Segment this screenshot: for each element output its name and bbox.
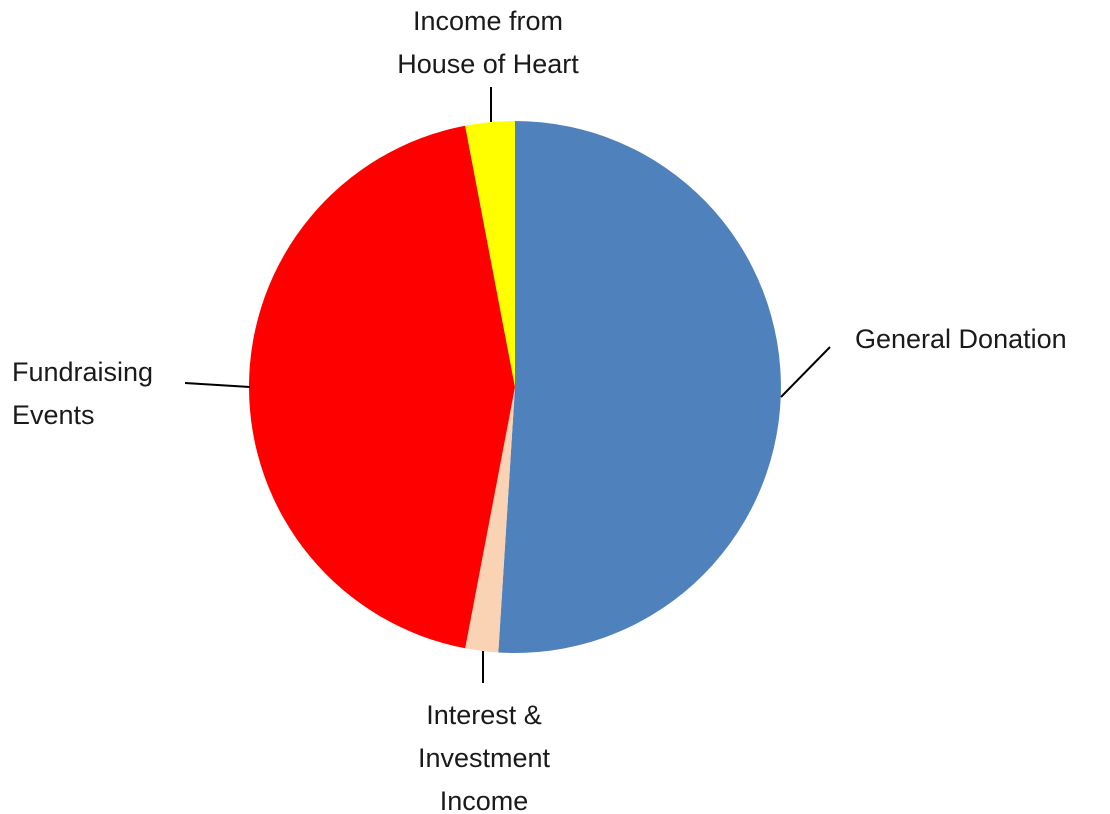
slice-fundraising-events <box>248 125 515 649</box>
data-label-general-donation: General Donation <box>855 324 1067 354</box>
data-label-line: Investment <box>418 743 551 773</box>
data-label-line: General Donation <box>855 324 1067 354</box>
data-label-line: Income <box>440 786 529 814</box>
data-label-fundraising-events: Fundraising Events <box>12 357 153 430</box>
data-label-line: House of Heart <box>397 49 579 79</box>
leader-line-fundraising-events <box>184 382 251 388</box>
data-label-income-from-house-of-heart: Income from House of Heart <box>397 6 579 79</box>
data-label-interest-investment-income: Interest & Investment Income <box>418 700 551 814</box>
slice-labels: General Donation Interest & Investment Inco… <box>12 6 1067 814</box>
leader-line-general-donation <box>780 346 831 398</box>
slice-interest-investment-income <box>465 387 515 653</box>
leader-lines <box>184 87 831 683</box>
slice-income-from-house-of-heart <box>465 121 515 387</box>
data-label-line: Interest & <box>426 700 542 730</box>
slice-general-donation <box>498 121 781 654</box>
data-label-line: Income from <box>413 6 563 36</box>
pie-slices <box>248 121 781 654</box>
data-label-line: Events <box>12 400 95 430</box>
data-label-line: Fundraising <box>12 357 153 387</box>
